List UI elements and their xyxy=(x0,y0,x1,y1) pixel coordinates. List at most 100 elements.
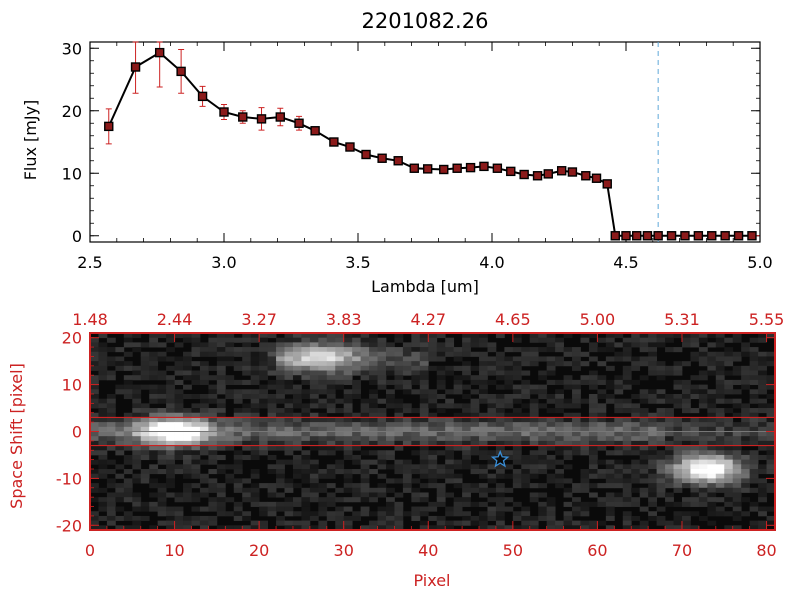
data-point xyxy=(581,171,591,181)
image-cell xyxy=(495,436,505,442)
image-cell xyxy=(90,445,99,451)
wavelength-top-label: 3.83 xyxy=(326,310,362,329)
image-cell xyxy=(495,361,505,367)
image-cell xyxy=(106,506,116,512)
image-cell xyxy=(123,497,133,503)
image-cell xyxy=(360,492,370,498)
image-cell xyxy=(166,347,175,353)
image-cell xyxy=(707,464,717,470)
image-cell xyxy=(157,511,167,517)
image-cell xyxy=(597,361,607,367)
image-cell xyxy=(656,361,666,367)
pixel-tick-label: 80 xyxy=(756,541,776,560)
image-cell xyxy=(335,515,345,522)
wavelength-top-label: 5.00 xyxy=(580,310,616,329)
image-cell xyxy=(479,398,488,404)
image-cell xyxy=(563,487,573,493)
image-cell xyxy=(445,426,455,432)
image-cell xyxy=(411,506,421,512)
image-cell xyxy=(462,370,471,376)
image-cell xyxy=(487,515,497,522)
image-cell xyxy=(749,351,759,357)
image-cell xyxy=(284,347,294,353)
image-cell xyxy=(385,417,395,423)
image-cell xyxy=(166,379,175,385)
image-cell xyxy=(394,351,404,357)
image-cell xyxy=(698,417,708,423)
image-cell xyxy=(648,426,658,432)
data-point xyxy=(532,171,543,181)
image-cell xyxy=(123,492,133,498)
image-cell xyxy=(715,356,725,362)
image-cell xyxy=(597,440,607,446)
image-cell xyxy=(715,417,725,423)
image-cell xyxy=(698,501,708,507)
image-cell xyxy=(174,356,184,362)
image-cell xyxy=(250,440,260,446)
image-cell xyxy=(259,525,268,531)
image-cell xyxy=(732,412,742,418)
image-cell xyxy=(284,501,294,507)
image-cell xyxy=(166,469,175,475)
image-cell xyxy=(724,408,734,414)
image-cell xyxy=(250,351,260,357)
image-cell xyxy=(267,342,277,348)
image-cell xyxy=(546,356,556,362)
image-cell xyxy=(656,375,666,381)
image-cell xyxy=(132,412,142,418)
image-cell xyxy=(335,422,345,428)
shift-tick-label: -20 xyxy=(56,516,82,535)
image-cell xyxy=(123,511,133,517)
image-cell xyxy=(385,356,395,362)
image-cell xyxy=(301,525,311,531)
image-cell xyxy=(656,342,666,348)
image-cell xyxy=(157,370,167,376)
image-cell xyxy=(292,497,302,503)
image-cell xyxy=(208,398,218,404)
image-cell xyxy=(639,422,649,428)
image-cell xyxy=(758,520,767,526)
image-cell xyxy=(766,417,776,423)
image-cell xyxy=(512,417,522,423)
image-cell xyxy=(149,445,159,451)
image-cell xyxy=(335,379,345,385)
image-cell xyxy=(707,436,717,442)
image-cell xyxy=(402,342,412,348)
data-point xyxy=(519,169,529,180)
image-cell xyxy=(622,440,632,446)
image-cell xyxy=(665,473,674,479)
image-cell xyxy=(216,361,226,367)
image-cell xyxy=(292,389,302,395)
image-cell xyxy=(267,492,277,498)
image-cell xyxy=(318,440,328,446)
image-cell xyxy=(394,333,404,339)
image-cell xyxy=(326,464,336,470)
image-cell xyxy=(385,379,395,385)
image-cell xyxy=(479,333,488,339)
image-cell xyxy=(309,492,319,498)
image-cell xyxy=(199,478,209,484)
image-cell xyxy=(276,515,285,522)
image-cell xyxy=(504,379,514,385)
image-cell xyxy=(242,431,252,437)
image-cell xyxy=(140,506,150,512)
image-cell xyxy=(174,422,184,428)
image-cell xyxy=(529,464,539,470)
image-cell xyxy=(470,417,480,423)
image-cell xyxy=(766,351,776,357)
image-cell xyxy=(631,422,641,428)
data-point xyxy=(543,169,553,179)
image-cell xyxy=(419,408,429,414)
image-cell xyxy=(259,450,268,456)
image-cell xyxy=(242,440,252,446)
image-cell xyxy=(411,361,421,367)
image-cell xyxy=(614,403,624,409)
image-cell xyxy=(267,393,277,400)
image-cell xyxy=(402,408,412,414)
image-cell xyxy=(174,506,184,512)
image-cell xyxy=(563,417,573,423)
image-cell xyxy=(597,347,607,353)
image-cell xyxy=(343,356,353,362)
image-cell xyxy=(106,497,116,503)
